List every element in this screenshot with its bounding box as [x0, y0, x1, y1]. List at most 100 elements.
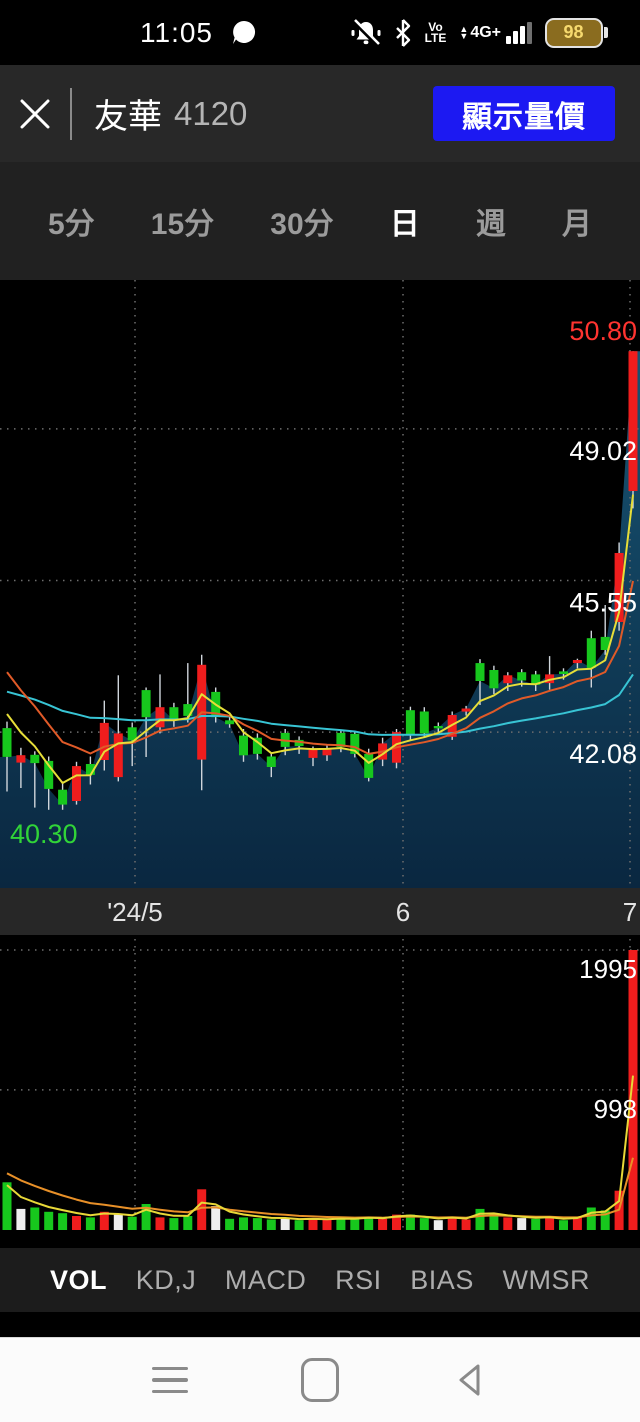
volume-bar [461, 1219, 471, 1230]
header: 友華 4120 顯示量價 [0, 65, 640, 162]
candle [58, 789, 68, 805]
signal-bars-icon [506, 21, 532, 44]
candle [99, 722, 109, 760]
volume-bar [308, 1218, 318, 1230]
volume-bar [531, 1218, 541, 1230]
candle [628, 351, 638, 491]
volume-bar [239, 1217, 248, 1230]
area-fill [0, 351, 640, 888]
tab-rsi[interactable]: RSI [335, 1264, 382, 1295]
ma-line-mid [6, 580, 634, 755]
x-axis-strip [0, 888, 640, 935]
volume-bar [155, 1217, 165, 1230]
candle [475, 663, 485, 681]
period-tab-bar: 5分 15分 30分 日 週 月 [0, 162, 640, 280]
candle [308, 750, 318, 758]
candle [2, 728, 12, 757]
show-volume-price-button[interactable]: 顯示量價 [433, 86, 615, 141]
bell-muted-icon [351, 18, 381, 47]
chart-area[interactable]: '24/5 6 7 50.80 49.02 45.55 42.08 40.30 1995 998 [0, 280, 640, 1248]
data-arrows-icon: ▲ ▼ [459, 23, 469, 41]
candle [531, 674, 541, 685]
tab-macd[interactable]: MACD [224, 1264, 307, 1295]
candle [113, 733, 123, 778]
volume-bar [44, 1211, 54, 1230]
back-icon [459, 1364, 480, 1396]
volume-bar [169, 1218, 179, 1230]
bluetooth-icon [395, 18, 410, 47]
candle [127, 727, 137, 741]
price-label: 42.08 [569, 739, 637, 769]
tab-day[interactable]: 日 [389, 208, 420, 241]
indicator-tab-bar: VOL KD,J MACD RSI BIAS WMSR [0, 1248, 640, 1312]
price-label: 49.02 [569, 436, 637, 466]
candle [461, 708, 471, 712]
status-bar: 11:05 Vo LTE ▲ ▼ 4G+ [0, 0, 640, 65]
candle [16, 755, 26, 763]
price-label: 50.80 [569, 316, 637, 346]
volume-label: 998 [594, 1094, 637, 1124]
tab-15min[interactable]: 15分 [150, 208, 215, 241]
candle [30, 754, 40, 764]
tab-bias[interactable]: BIAS [410, 1264, 474, 1295]
tab-vol[interactable]: VOL [50, 1264, 108, 1295]
ma-line-vol_slow [6, 1157, 634, 1219]
candle [252, 737, 262, 754]
candle [336, 732, 346, 747]
tab-30min[interactable]: 30分 [270, 208, 334, 241]
volume-label: 1995 [579, 954, 637, 984]
volume-bar [266, 1219, 276, 1230]
x-axis-label: '24/5 [107, 897, 163, 927]
volume-bar [572, 1217, 582, 1230]
tab-kdj[interactable]: KD,J [135, 1264, 197, 1295]
volume-bar [364, 1216, 374, 1230]
candlestick-volume-chart[interactable]: '24/5 6 7 50.80 49.02 45.55 42.08 40.30 1995 998 [0, 280, 640, 1248]
volume-bar [211, 1206, 221, 1230]
candle [572, 660, 582, 664]
mobile-network-icon: ▲ ▼ 4G+ [459, 21, 532, 44]
candle [85, 764, 95, 775]
recents-button[interactable] [135, 1345, 205, 1415]
volume-bar [58, 1213, 68, 1230]
candle [614, 553, 624, 622]
menu-icon [152, 1366, 188, 1394]
candle [294, 739, 304, 746]
tab-week[interactable]: 週 [475, 208, 506, 241]
candle [225, 720, 235, 725]
battery-icon: 98 [544, 17, 608, 48]
candle [183, 704, 193, 716]
volume-bar [559, 1220, 568, 1230]
volume-bar [350, 1218, 360, 1230]
volume-bar [127, 1216, 137, 1230]
candle [44, 760, 54, 789]
volume-bar [294, 1220, 304, 1230]
volume-bar [517, 1218, 527, 1230]
volume-bar [433, 1220, 443, 1230]
home-button[interactable] [285, 1345, 355, 1415]
status-left-group: 11:05 [140, 0, 259, 65]
candle [266, 756, 276, 767]
message-bubble-icon [233, 20, 256, 44]
tab-wmsr[interactable]: WMSR [502, 1264, 590, 1295]
volume-bar [252, 1218, 262, 1230]
price-label: 45.55 [569, 588, 637, 618]
tab-month[interactable]: 月 [561, 208, 592, 241]
volume-bar [447, 1216, 457, 1230]
volume-bar [322, 1219, 332, 1230]
volume-bar [419, 1218, 429, 1230]
close-icon [20, 99, 50, 128]
tab-5min[interactable]: 5分 [48, 208, 95, 241]
volume-bar [475, 1208, 485, 1230]
stock-code: 4120 [174, 94, 248, 132]
price-label: 40.30 [10, 819, 78, 849]
battery-percent: 98 [563, 22, 584, 42]
close-button[interactable] [0, 65, 70, 162]
volume-bar [197, 1189, 207, 1230]
android-nav-bar [0, 1337, 640, 1422]
volte-icon: Vo LTE [424, 19, 447, 45]
candle [559, 671, 568, 674]
back-button[interactable] [435, 1345, 505, 1415]
candle [364, 753, 374, 778]
candle [600, 636, 610, 650]
